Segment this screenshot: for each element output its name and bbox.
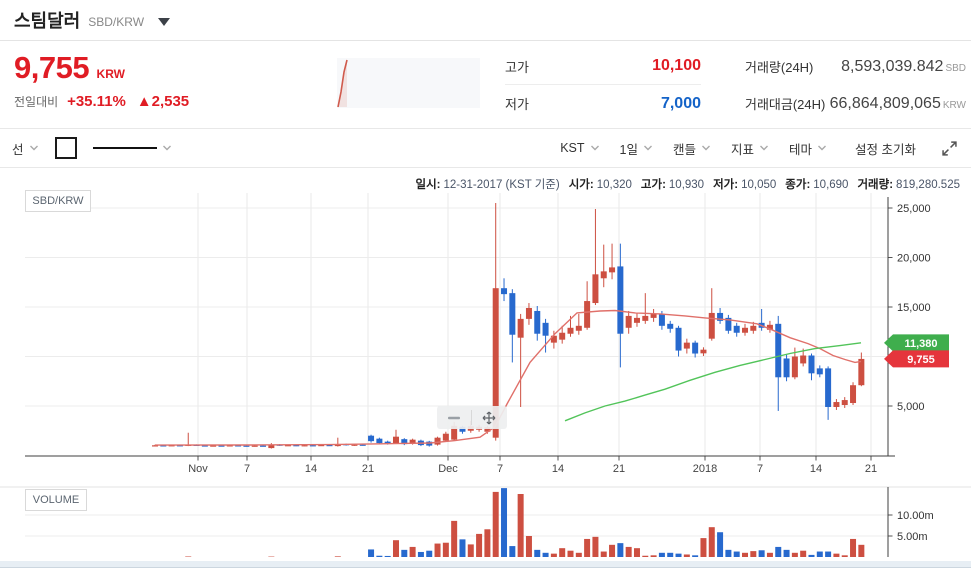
line-style-sample bbox=[92, 147, 157, 149]
chevron-down-icon bbox=[590, 145, 599, 151]
chart-horizontal-scrollbar[interactable] bbox=[0, 561, 971, 568]
svg-text:5,000: 5,000 bbox=[897, 401, 925, 413]
high-value: 10,100 bbox=[652, 57, 701, 74]
stat-low-row: 저가 7,000 bbox=[505, 85, 701, 122]
svg-text:7: 7 bbox=[244, 463, 250, 475]
value24h-value: 66,864,809,065 KRW bbox=[829, 94, 966, 112]
ohlc-info-segment: 일시: 12-31-2017 (KST 기준) bbox=[415, 179, 560, 191]
toolbar-menu-label: KST bbox=[560, 141, 585, 155]
toolbar-right-menus: KST 1일 캔들 지표 테마 bbox=[560, 139, 827, 158]
value24h-label: 거래대금(24H) bbox=[745, 97, 826, 112]
svg-text:21: 21 bbox=[362, 463, 374, 475]
fullscreen-expand-icon[interactable] bbox=[942, 140, 957, 156]
chevron-down-icon bbox=[643, 145, 652, 151]
candles-layer bbox=[152, 203, 865, 449]
chevron-down-icon bbox=[29, 145, 38, 151]
chart-toolbar: 선 KST 1일 캔들 지표 테마 설정 초기화 bbox=[0, 128, 971, 168]
value24h-unit: KRW bbox=[942, 99, 966, 111]
stat-volume-row: 거래량(24H) 8,593,039.842 SBD bbox=[745, 48, 966, 85]
low-value: 7,000 bbox=[660, 94, 701, 112]
line-style-dropdown[interactable] bbox=[92, 145, 172, 151]
price-change-row: 전일대비 +35.11% ▲2,535 bbox=[14, 93, 189, 110]
grid-layer bbox=[0, 193, 971, 537]
ohlc-info-segment: 고가: 10,930 bbox=[640, 179, 705, 191]
toolbar-menu-label: 1일 bbox=[619, 142, 638, 157]
svg-text:25,000: 25,000 bbox=[897, 203, 931, 215]
price-currency: KRW bbox=[96, 67, 125, 81]
coin-pair: SBD/KRW bbox=[88, 14, 145, 29]
chevron-down-icon bbox=[818, 145, 827, 151]
low-label: 저가 bbox=[505, 97, 529, 112]
price-chart-canvas[interactable]: Nov 7 14 21 Dec 7 14 21 2018 7 14 21 25,000 20,000 15,… bbox=[0, 170, 971, 562]
title-bar: 스팀달러 SBD/KRW bbox=[0, 0, 971, 41]
volume24h-label: 거래량(24H) bbox=[745, 60, 814, 75]
toolbar-menu-4[interactable]: 테마 bbox=[789, 139, 827, 158]
high-label: 고가 bbox=[505, 59, 529, 75]
volume-bars-layer bbox=[185, 488, 865, 557]
toolbar-menu-label: 테마 bbox=[789, 142, 813, 157]
svg-text:5.00m: 5.00m bbox=[897, 531, 928, 543]
svg-text:15,000: 15,000 bbox=[897, 302, 931, 314]
stats-price-column: 고가 10,100 저가 7,000 bbox=[505, 48, 701, 122]
coin-title: 스팀달러 bbox=[14, 11, 81, 31]
toolbar-menu-0[interactable]: KST bbox=[560, 141, 599, 155]
svg-text:7: 7 bbox=[757, 463, 763, 475]
ohlc-info-line: 일시: 12-31-2017 (KST 기준) 시가: 10,320 고가: 10,930… bbox=[416, 176, 960, 192]
stat-high-row: 고가 10,100 bbox=[505, 48, 701, 85]
stats-volume-column: 거래량(24H) 8,593,039.842 SBD 거래대금(24H) 66,8… bbox=[745, 48, 966, 122]
zoom-out-button[interactable] bbox=[437, 406, 471, 429]
volume24h-unit: SBD bbox=[945, 62, 966, 74]
svg-text:11,380: 11,380 bbox=[904, 338, 937, 350]
toolbar-menu-1[interactable]: 1일 bbox=[620, 139, 653, 158]
price-tags-layer: 11,380 9,755 bbox=[884, 334, 949, 368]
chart-overlay-toolbar bbox=[437, 406, 507, 429]
svg-text:14: 14 bbox=[305, 463, 317, 475]
toolbar-menu-label: 캔들 bbox=[672, 142, 696, 157]
toolbar-menu-2[interactable]: 캔들 bbox=[673, 139, 711, 158]
svg-text:2018: 2018 bbox=[693, 463, 717, 475]
chart-region: Nov 7 14 21 Dec 7 14 21 2018 7 14 21 25,000 20,000 15,… bbox=[0, 170, 971, 562]
svg-text:21: 21 bbox=[865, 463, 877, 475]
coin-select-caret-icon[interactable] bbox=[158, 17, 171, 26]
svg-text:Nov: Nov bbox=[188, 463, 208, 475]
price-value: 9,755 bbox=[14, 50, 90, 85]
minus-icon bbox=[448, 416, 460, 419]
line-color-swatch[interactable] bbox=[54, 137, 77, 159]
svg-text:Dec: Dec bbox=[438, 463, 458, 475]
current-price: 9,755 KRW bbox=[14, 50, 125, 86]
axis-layer: Nov 7 14 21 Dec 7 14 21 2018 7 14 21 25,000 20,000 15,… bbox=[25, 197, 934, 557]
svg-text:20,000: 20,000 bbox=[897, 253, 931, 265]
change-amount: ▲2,535 bbox=[136, 93, 190, 110]
chevron-down-icon bbox=[701, 145, 710, 151]
svg-text:9,755: 9,755 bbox=[907, 354, 935, 366]
mini-sparkline bbox=[337, 58, 480, 108]
ohlc-info-segment: 종가: 10,690 bbox=[785, 179, 849, 191]
move-pan-icon bbox=[482, 411, 496, 424]
volume-pane-label: VOLUME bbox=[25, 489, 87, 511]
sparkline-svg bbox=[337, 59, 348, 108]
ohlc-info-segment: 시가: 10,320 bbox=[568, 179, 632, 191]
svg-text:14: 14 bbox=[552, 463, 564, 475]
ohlc-info-segment: 저가: 10,050 bbox=[713, 179, 777, 191]
toolbar-menu-label: 지표 bbox=[730, 142, 754, 157]
svg-text:7: 7 bbox=[497, 463, 503, 475]
pan-tool-button[interactable] bbox=[472, 406, 506, 429]
chevron-down-icon bbox=[760, 145, 768, 151]
price-pane-label: SBD/KRW bbox=[25, 190, 91, 212]
change-label: 전일대비 bbox=[14, 95, 59, 109]
draw-line-dropdown[interactable]: 선 bbox=[12, 139, 39, 158]
change-percent: +35.11% bbox=[67, 93, 126, 110]
chevron-down-icon bbox=[162, 145, 171, 151]
reset-settings-button[interactable]: 설정 초기화 bbox=[849, 138, 922, 159]
ohlc-info-segment: 거래량: 819,280.525 bbox=[857, 179, 960, 191]
overlay-divider bbox=[471, 410, 472, 425]
svg-text:10.00m: 10.00m bbox=[897, 510, 934, 522]
volume24h-value: 8,593,039.842 SBD bbox=[841, 57, 966, 75]
stat-value-row: 거래대금(24H) 66,864,809,065 KRW bbox=[745, 85, 966, 122]
ma-lines-layer bbox=[154, 309, 862, 446]
svg-text:21: 21 bbox=[613, 463, 625, 475]
svg-text:14: 14 bbox=[810, 463, 822, 475]
toolbar-menu-3[interactable]: 지표 bbox=[731, 139, 769, 158]
